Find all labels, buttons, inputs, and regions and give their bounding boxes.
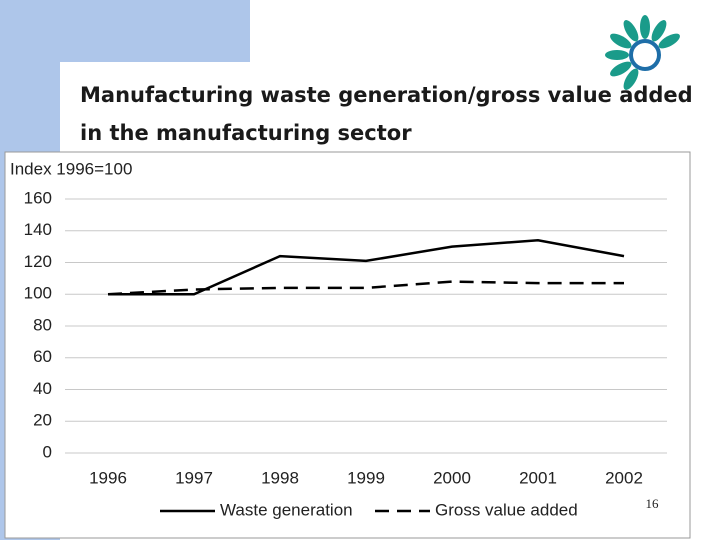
x-tick-label: 2001 xyxy=(519,468,557,487)
y-axis-label: Index 1996=100 xyxy=(10,159,132,178)
y-tick-label: 160 xyxy=(24,188,52,207)
page-number: 16 xyxy=(646,496,660,511)
data-line xyxy=(108,239,625,296)
slide-title: Manufacturing waste generation/gross val… xyxy=(80,83,693,145)
data-line xyxy=(107,280,624,296)
x-tick-label: 1996 xyxy=(89,468,127,487)
x-tick-label: 2000 xyxy=(433,468,471,487)
y-tick-label: 120 xyxy=(24,252,52,271)
legend-label: Waste generation xyxy=(220,500,353,519)
y-tick-label: 80 xyxy=(33,315,52,334)
x-tick-label: 1998 xyxy=(261,468,299,487)
y-tick-label: 100 xyxy=(24,284,52,303)
y-tick-label: 20 xyxy=(33,411,52,430)
x-tick-label: 2002 xyxy=(605,468,643,487)
x-tick-label: 1999 xyxy=(347,468,385,487)
y-tick-label: 0 xyxy=(43,442,52,461)
y-tick-label: 60 xyxy=(33,347,52,366)
legend-label: Gross value added xyxy=(435,500,578,519)
y-tick-label: 140 xyxy=(24,220,52,239)
y-tick-label: 40 xyxy=(33,379,52,398)
logo xyxy=(605,15,680,90)
x-tick-label: 1997 xyxy=(175,468,213,487)
chart-frame xyxy=(4,151,691,539)
